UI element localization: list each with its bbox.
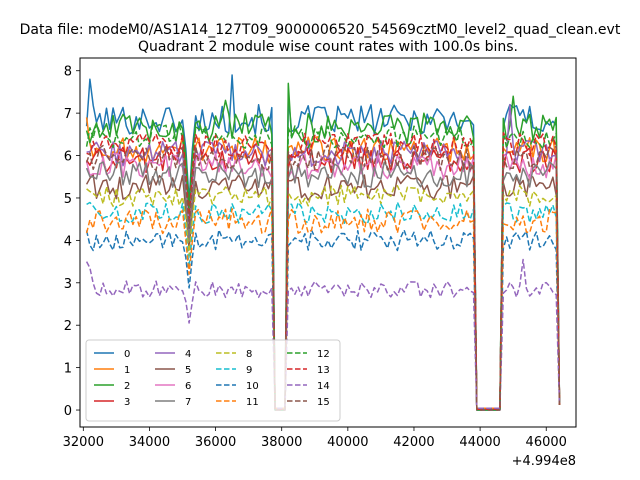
legend-label-1: 1	[124, 365, 130, 376]
legend-label-0: 0	[124, 349, 130, 360]
y-tick-label: 0	[64, 404, 72, 419]
y-tick-label: 7	[64, 107, 72, 122]
legend-label-11: 11	[246, 397, 259, 408]
legend-box	[85, 339, 341, 422]
legend-label-9: 9	[246, 365, 252, 376]
y-tick-label: 6	[64, 150, 72, 165]
x-tick-label: 38000	[261, 435, 302, 450]
y-tick-label: 3	[64, 277, 72, 292]
y-tick-label: 4	[64, 234, 72, 249]
x-tick-label: 42000	[393, 435, 434, 450]
y-axis-ticks: 0 1 2 3 4 5 6 7 8	[64, 65, 80, 419]
x-axis-ticks: 32000 34000 36000 38000 40000 42000 44000 46000	[63, 427, 567, 450]
legend-label-14: 14	[317, 381, 330, 392]
y-tick-label: 5	[64, 192, 72, 207]
series-line-14	[85, 258, 561, 410]
legend-label-6: 6	[185, 381, 191, 392]
y-tick-label: 2	[64, 319, 72, 334]
x-tick-label: 34000	[129, 435, 170, 450]
series-layer	[85, 74, 561, 411]
legend-label-3: 3	[124, 397, 130, 408]
series-line-9	[86, 201, 561, 411]
series-line-15	[85, 144, 561, 411]
legend-label-10: 10	[246, 381, 259, 392]
legend-label-2: 2	[124, 381, 130, 392]
legend-label-4: 4	[185, 349, 191, 360]
legend-label-12: 12	[317, 349, 330, 360]
legend-label-15: 15	[317, 397, 330, 408]
x-tick-label: 32000	[63, 435, 104, 450]
plot-frame	[79, 57, 577, 428]
legend-label-7: 7	[185, 397, 191, 408]
x-tick-label: 40000	[327, 435, 368, 450]
chart-suptitle: Data file: modeM0/AS1A14_127T09_90000065…	[20, 22, 621, 38]
legend-label-13: 13	[317, 365, 330, 376]
y-tick-label: 8	[64, 65, 72, 80]
x-tick-label: 44000	[459, 435, 500, 450]
legend-label-8: 8	[246, 349, 252, 360]
x-tick-label: 36000	[195, 435, 236, 450]
legend-label-5: 5	[185, 365, 191, 376]
y-tick-label: 1	[64, 362, 72, 377]
x-offset-label: +4.994e8	[512, 454, 576, 469]
series-line-13	[86, 132, 561, 410]
chart-title: Quadrant 2 module wise count rates with …	[138, 39, 518, 55]
x-tick-label: 46000	[526, 435, 567, 450]
